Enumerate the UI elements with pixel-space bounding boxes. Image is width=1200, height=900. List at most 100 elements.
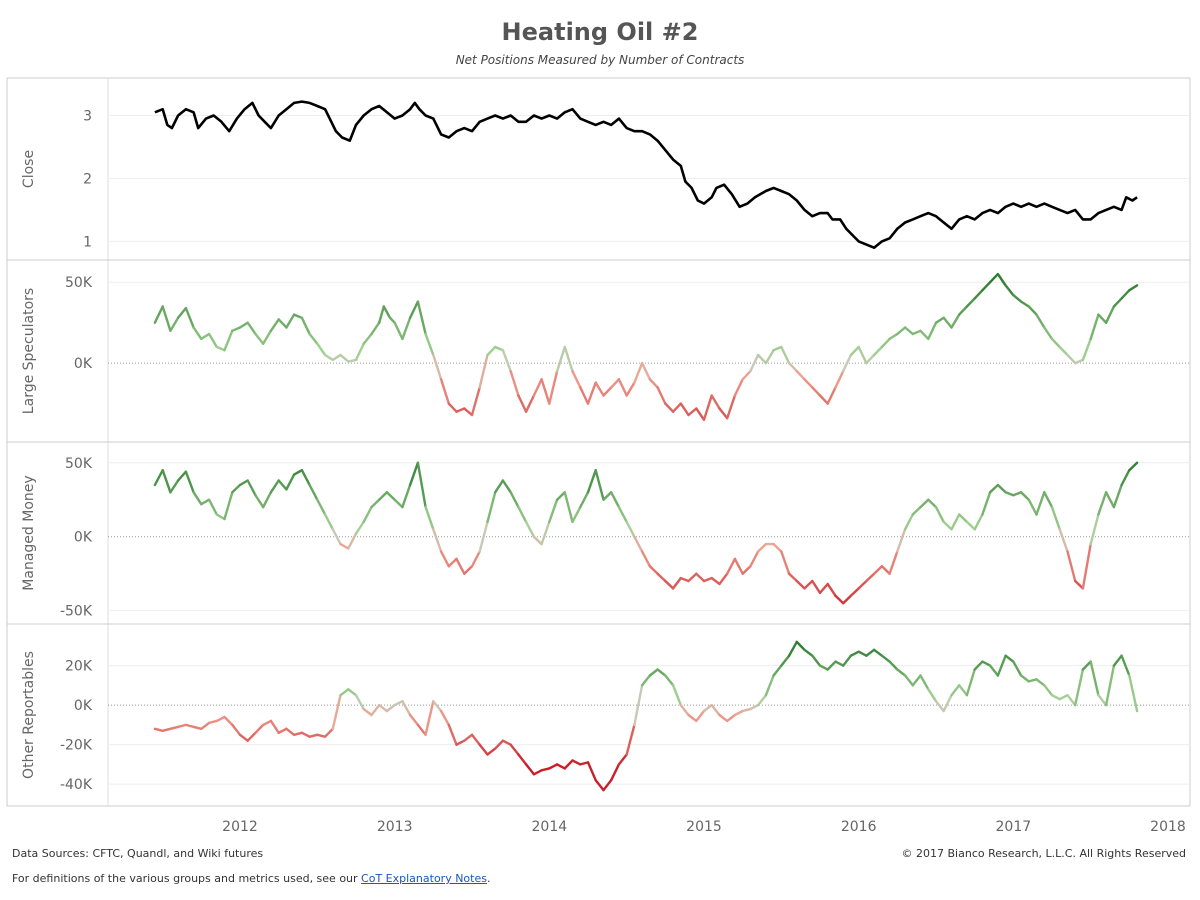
large_speculators-segment — [865, 353, 876, 365]
other_reportables-segment — [262, 719, 273, 727]
other_reportables-segment — [996, 654, 1007, 677]
large_speculators-segment — [362, 332, 373, 345]
large_speculators-segment — [1128, 284, 1139, 292]
large_speculators-segment — [695, 407, 706, 421]
managed_money-segment — [370, 498, 381, 509]
other_reportables-segment — [463, 733, 474, 742]
managed_money-segment — [780, 550, 791, 575]
other_reportables-segment — [803, 648, 814, 657]
other_reportables-segment — [834, 660, 845, 667]
managed_money-segment — [1128, 461, 1139, 472]
other_reportables-segment — [486, 747, 497, 756]
other_reportables-segment — [540, 767, 551, 772]
chart-canvas: Close 1 2 3 Large Speculators 0K 50K Managed Mo… — [6, 77, 1191, 835]
other_reportables-segment — [509, 743, 520, 756]
managed_money-segment — [1120, 469, 1131, 487]
large_speculators-segment — [1081, 337, 1092, 362]
large_speculators-segment — [517, 394, 528, 413]
large_speculators-segment — [903, 326, 914, 336]
managed_money-segment — [285, 473, 296, 491]
other_reportables-segment — [1019, 674, 1031, 683]
large_speculators-segment — [246, 321, 257, 336]
managed_money-segment — [223, 491, 234, 521]
large_speculators-segment — [950, 313, 961, 329]
large_speculators-segment — [339, 353, 350, 363]
managed_money-segment — [470, 550, 481, 568]
managed_money-segment — [1058, 528, 1069, 553]
large_speculators-segment — [370, 321, 381, 336]
large_speculators-segment — [207, 332, 219, 349]
large_speculators-segment — [911, 329, 922, 336]
managed_money-segment — [695, 572, 706, 583]
managed_money-segment — [269, 479, 280, 494]
copyright-text: © 2017 Bianco Research, L.L.C. All Right… — [901, 847, 1186, 860]
managed_money-segment — [818, 582, 829, 595]
other_reportables-segment — [749, 703, 760, 711]
chart-subtitle: Net Positions Measured by Number of Cont… — [455, 53, 745, 67]
large_speculators-segment — [625, 381, 636, 397]
managed_money-segment — [393, 498, 404, 509]
large_speculators-segment — [880, 337, 891, 349]
large_speculators-segment — [463, 407, 474, 417]
other_reportables-segment — [942, 694, 953, 713]
other_reportables-segment — [1097, 694, 1108, 707]
managed_money-segment — [958, 513, 969, 524]
managed_money-segment — [254, 494, 265, 509]
other_reportables-segment — [872, 648, 884, 657]
large_speculators-segment — [308, 332, 319, 345]
large_speculators-segment — [277, 318, 288, 329]
large_speculators-segment — [192, 326, 203, 341]
large_speculators-segment — [594, 381, 605, 397]
panel-ylabel-other_reportables: Other Reportables — [21, 651, 37, 779]
other_reportables-segment — [432, 700, 443, 713]
managed_money-segment — [192, 491, 203, 506]
large_speculators-segment — [1104, 305, 1116, 324]
large_speculators-segment — [494, 345, 505, 352]
large_speculators-segment — [787, 361, 798, 373]
other_reportables-segment — [200, 721, 211, 730]
managed_money-segment — [161, 469, 172, 494]
managed_money-segment — [671, 576, 682, 590]
other_reportables-segment — [1027, 678, 1038, 683]
managed_money-segment — [880, 565, 891, 575]
cot-notes-link[interactable]: CoT Explanatory Notes — [361, 872, 487, 885]
managed_money-segment — [447, 557, 458, 568]
ytick-label: -50K — [60, 604, 93, 620]
other_reportables-segment — [741, 707, 752, 713]
large_speculators-segment — [439, 378, 450, 405]
managed_money-segment — [1012, 491, 1023, 497]
other_reportables-segment — [401, 700, 412, 717]
other_reportables-segment — [1073, 668, 1085, 707]
large_speculators-segment — [726, 394, 737, 420]
other_reportables-segment — [849, 650, 860, 657]
other_reportables-segment — [896, 668, 907, 677]
other_reportables-segment — [981, 660, 992, 667]
other_reportables-segment — [772, 664, 783, 677]
other_reportables-segment — [973, 660, 984, 671]
large_speculators-segment — [756, 353, 768, 365]
other_reportables-segment — [285, 727, 296, 736]
managed_money-segment — [579, 491, 590, 509]
managed_money-segment — [911, 505, 922, 516]
managed_money-segment — [602, 491, 613, 501]
large_speculators-segment — [1035, 313, 1046, 329]
xtick-label: 2016 — [841, 819, 877, 835]
other_reportables-segment — [780, 654, 791, 667]
large_speculators-segment — [610, 378, 621, 389]
large_speculators-segment — [826, 386, 837, 405]
managed_money-segment — [1097, 491, 1108, 516]
large_speculators-segment — [447, 402, 458, 413]
large_speculators-segment — [656, 386, 667, 405]
managed_money-segment — [478, 520, 489, 553]
large_speculators-segment — [1089, 313, 1100, 341]
other_reportables-segment — [764, 674, 775, 697]
other_reportables-segment — [277, 727, 288, 734]
managed_money-segment — [903, 513, 914, 531]
other_reportables-segment — [633, 684, 644, 727]
managed_money-segment — [973, 513, 984, 531]
other_reportables-segment — [362, 707, 373, 717]
large_speculators-segment — [161, 305, 172, 332]
managed_money-segment — [756, 542, 768, 553]
managed_money-segment — [594, 469, 605, 501]
large_speculators-segment — [896, 326, 907, 336]
